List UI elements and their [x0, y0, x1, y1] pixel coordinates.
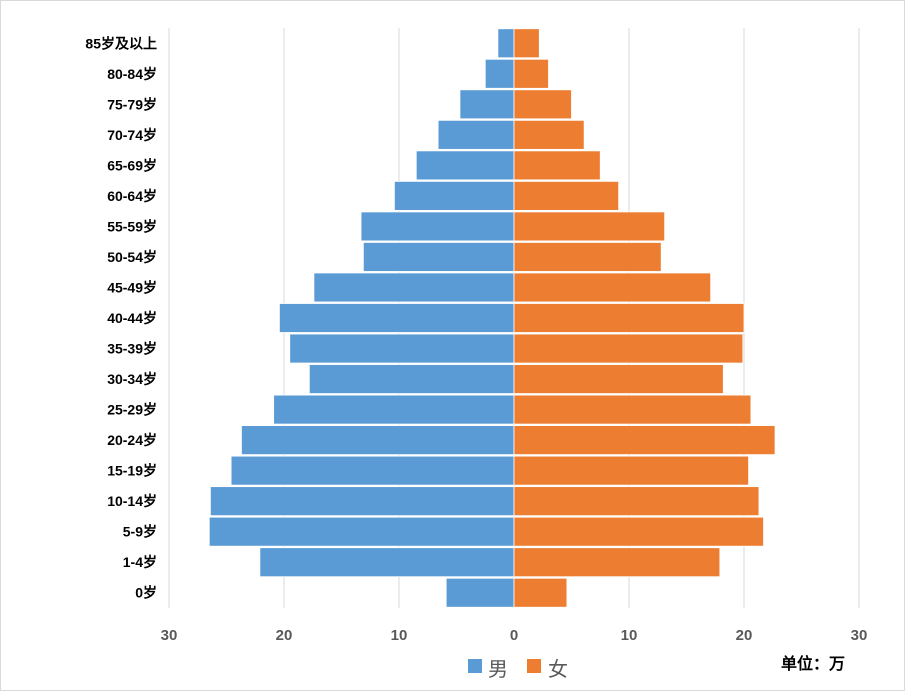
legend-swatch-female [527, 659, 541, 673]
category-label: 20-24岁 [107, 432, 157, 448]
category-label: 40-44岁 [107, 310, 157, 326]
bar-male [259, 547, 515, 578]
bar-male [360, 211, 515, 242]
bar-male [459, 89, 515, 120]
bar-female [513, 455, 750, 486]
bar-female [513, 180, 620, 211]
category-label: 30-34岁 [107, 371, 157, 387]
bar-female [513, 516, 764, 547]
bar-female [513, 303, 745, 333]
category-label: 25-29岁 [107, 402, 157, 418]
bar-female [513, 394, 752, 425]
bar-male [208, 516, 515, 547]
category-label: 5-9岁 [123, 524, 157, 540]
category-label: 15-19岁 [107, 463, 157, 479]
category-label: 60-64岁 [107, 188, 157, 204]
category-label: 0岁 [135, 585, 157, 601]
bar-male [273, 394, 515, 425]
bar-male [362, 242, 515, 272]
bar-male [445, 577, 515, 608]
x-tick-label: 30 [161, 627, 178, 644]
x-tick-label: 0 [510, 627, 518, 644]
bar-female [513, 119, 585, 150]
bar-male [241, 425, 515, 456]
bar-female [513, 58, 549, 89]
category-label: 80-84岁 [107, 66, 157, 82]
x-tick-label: 20 [736, 627, 753, 644]
bar-female [513, 577, 568, 608]
legend-label-female: 女 [548, 657, 568, 681]
x-tick-label: 20 [276, 627, 293, 644]
bar-female [513, 547, 721, 578]
bar-male [497, 28, 515, 59]
category-label: 10-14岁 [107, 493, 157, 509]
bar-male [209, 486, 515, 517]
category-label: 1-4岁 [123, 554, 157, 570]
bar-female [513, 28, 540, 59]
bar-male [278, 303, 515, 333]
bar-female [513, 89, 572, 120]
bar-female [513, 242, 662, 272]
bar-male [437, 119, 515, 150]
bar-male [230, 455, 515, 486]
bar-male [484, 58, 515, 89]
category-label: 85岁及以上 [85, 35, 157, 51]
bar-male [289, 333, 515, 364]
bar-male [393, 180, 515, 211]
category-labels: 85岁及以上 80-84岁 75-79岁 70-74岁 65-69岁 60-64岁 55-5… [85, 35, 157, 600]
bar-female [513, 333, 744, 364]
category-label: 35-39岁 [107, 341, 157, 357]
legend-label-male: 男 [488, 657, 508, 681]
unit-note: 单位：万 [781, 654, 845, 673]
bar-male [313, 272, 515, 303]
legend: 男 女 [468, 657, 568, 681]
category-label: 65-69岁 [107, 157, 157, 173]
x-tick-label: 30 [851, 627, 868, 644]
x-tick-labels: 30 20 10 0 10 20 30 [161, 627, 868, 644]
category-label: 50-54岁 [107, 249, 157, 265]
bars [208, 28, 776, 608]
legend-swatch-male [468, 659, 482, 673]
category-label: 55-59岁 [107, 218, 157, 234]
bar-female [513, 150, 601, 181]
bar-male [308, 364, 515, 394]
bar-female [513, 486, 760, 517]
bar-female [513, 364, 724, 394]
bar-male [415, 150, 515, 181]
x-tick-label: 10 [621, 627, 638, 644]
bar-female [513, 425, 776, 456]
category-label: 75-79岁 [107, 96, 157, 112]
category-label: 70-74岁 [107, 127, 157, 143]
bar-female [513, 272, 712, 303]
x-tick-label: 10 [391, 627, 408, 644]
bar-female [513, 211, 666, 242]
category-label: 45-49岁 [107, 279, 157, 295]
